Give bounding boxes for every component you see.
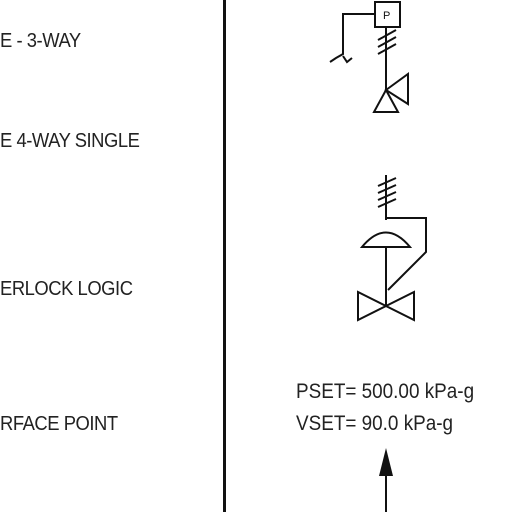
- column-divider: [223, 0, 226, 512]
- pressure-setpoint-text: PSET= 500.00 kPa-g: [296, 380, 475, 403]
- legend-label-3-way: E - 3-WAY: [0, 30, 81, 52]
- pressure-regulated-3-way-valve-icon: [329, 1, 409, 113]
- diaphragm-actuated-valve-icon: [357, 175, 427, 322]
- legend-label-4-way-single: E 4-WAY SINGLE: [0, 130, 140, 152]
- pressure-box-letter: P: [383, 10, 390, 22]
- legend-label-interlock-logic: ERLOCK LOGIC: [0, 278, 133, 300]
- interface-point-arrow-icon: [379, 448, 393, 512]
- vacuum-setpoint-text: VSET= 90.0 kPa-g: [296, 412, 454, 435]
- legend-label-interface-point: RFACE POINT: [0, 413, 118, 435]
